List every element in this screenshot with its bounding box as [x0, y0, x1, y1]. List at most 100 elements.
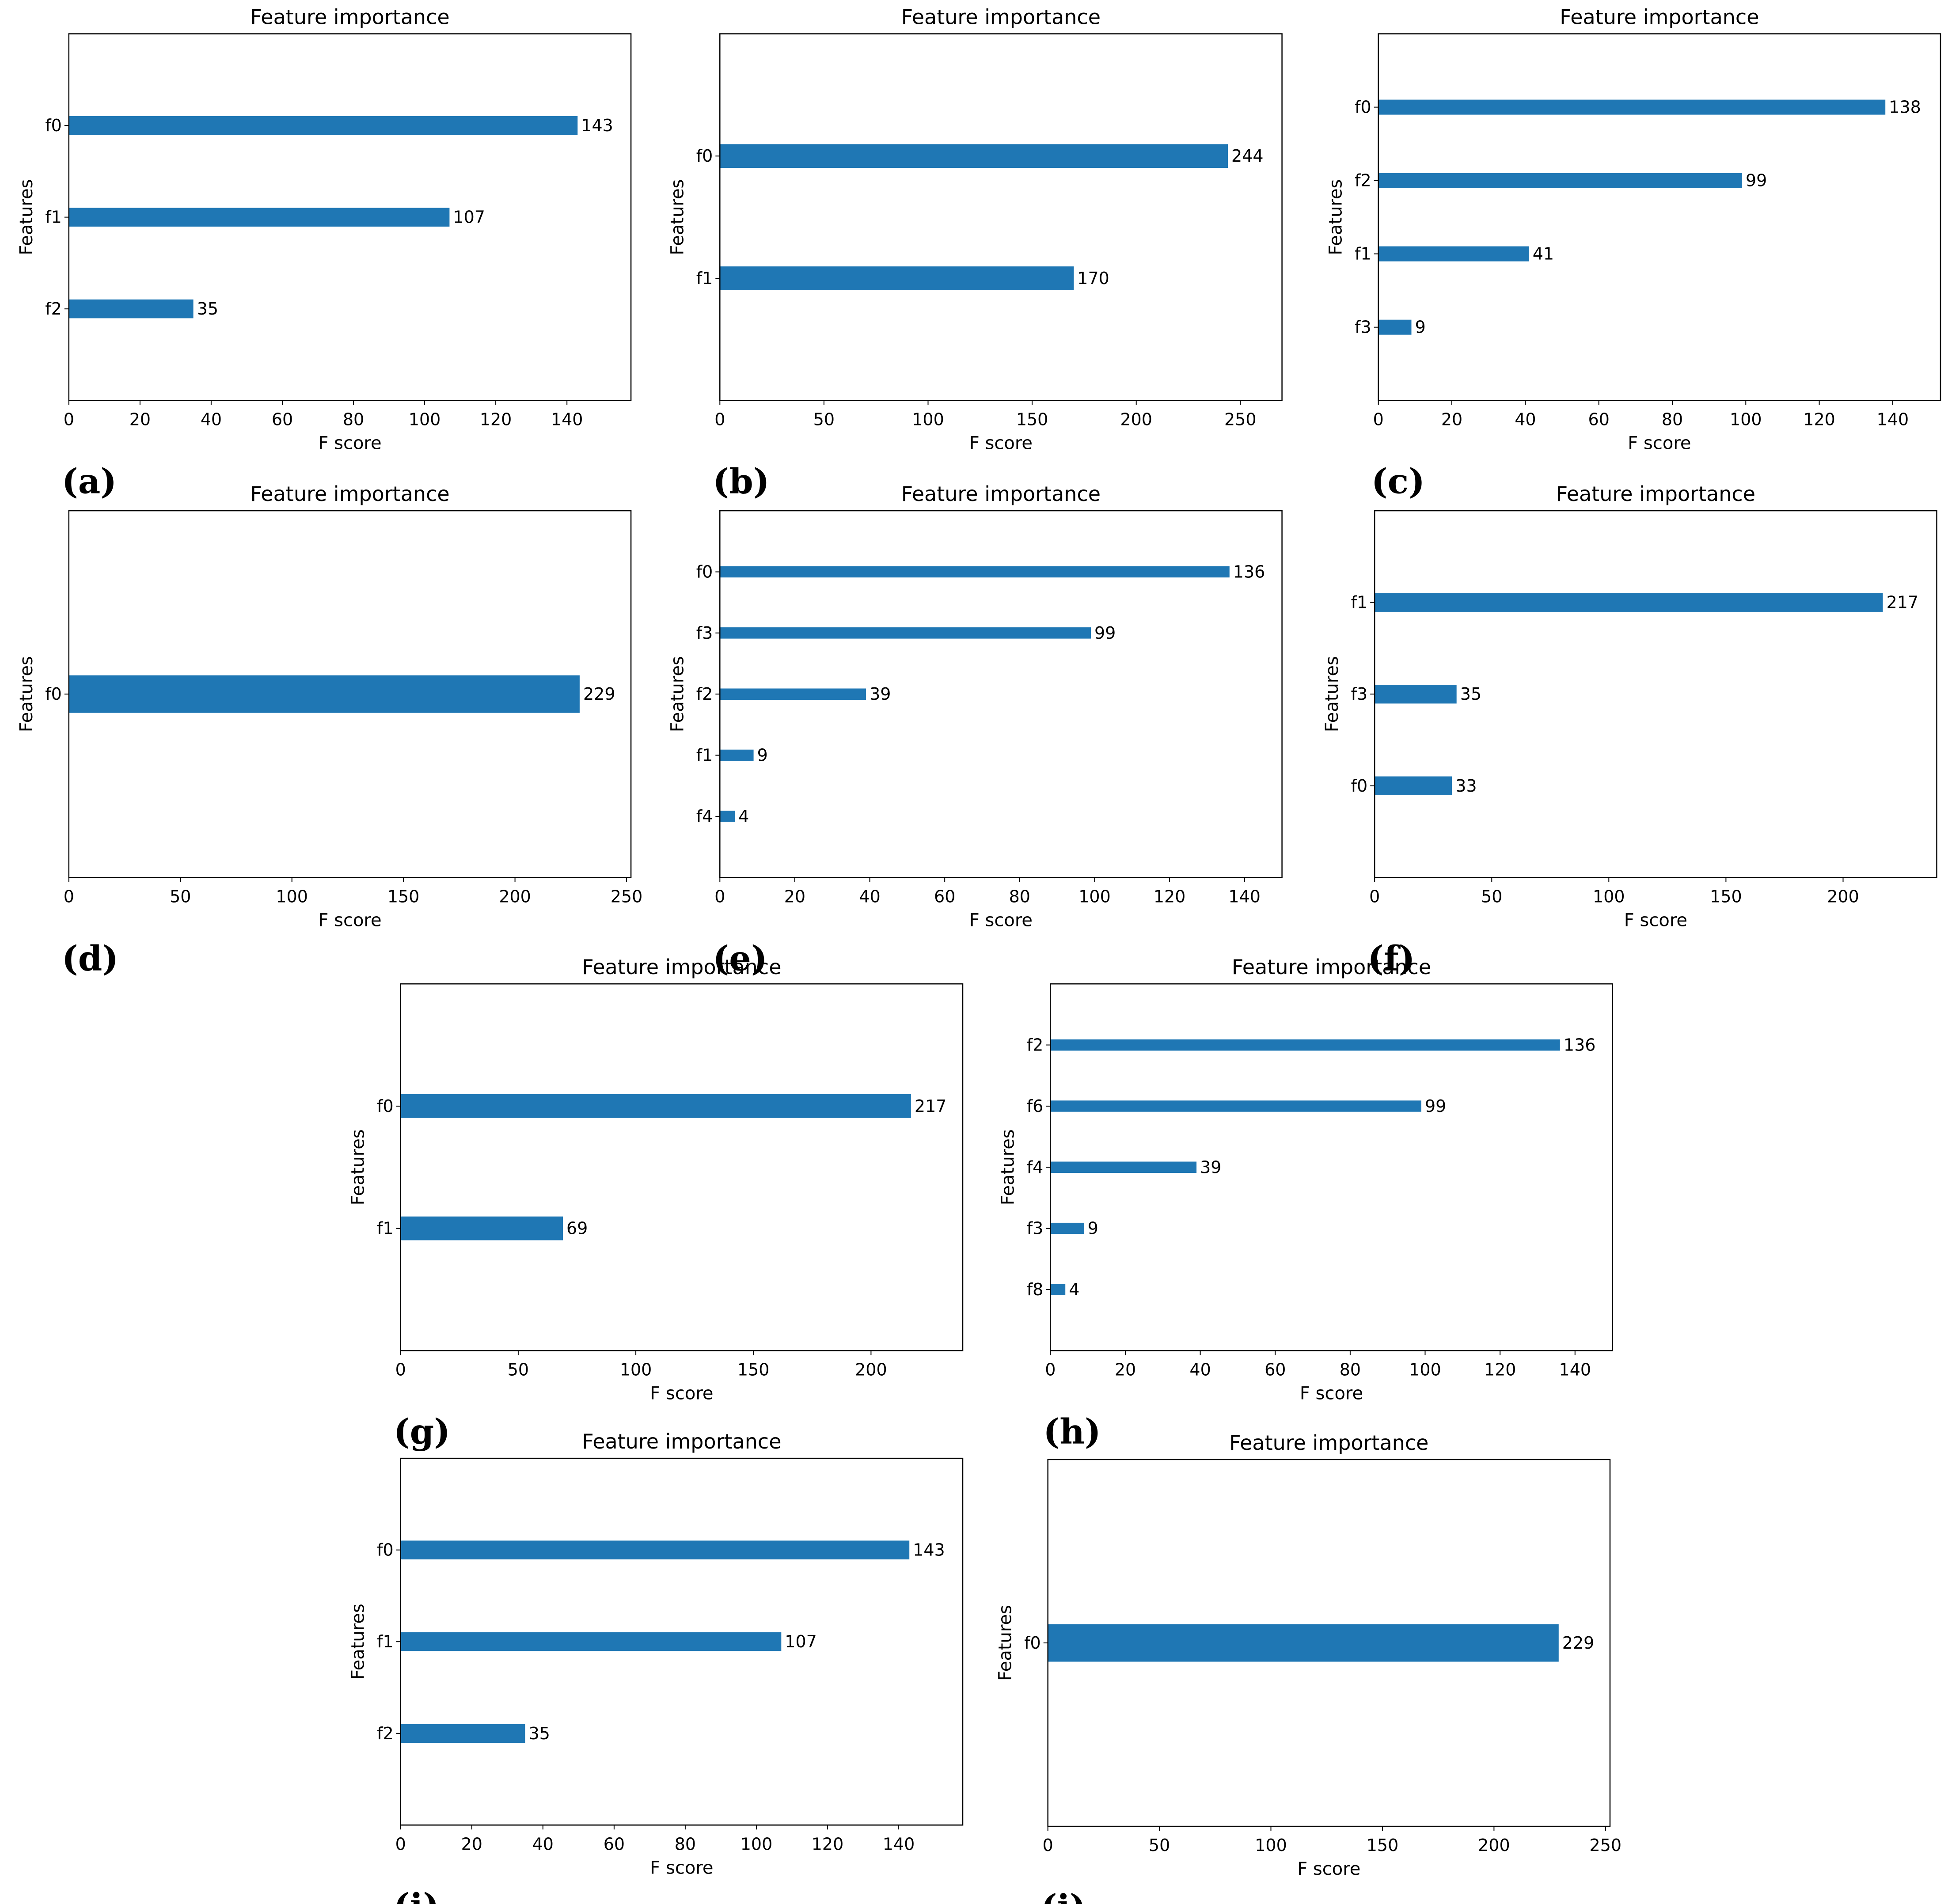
bar-value-label: 69 — [566, 1219, 588, 1238]
plot-frame — [68, 33, 632, 401]
x-tick-label: 20 — [1115, 1360, 1136, 1379]
y-tick-label: f0 — [696, 146, 713, 166]
panel-letter: (i) — [394, 1886, 439, 1904]
bar-value-label: 35 — [529, 1724, 550, 1743]
x-tick-label: 120 — [480, 410, 512, 429]
x-tick-label: 60 — [934, 887, 955, 906]
bar-f2 — [720, 688, 866, 700]
bar-value-label: 107 — [785, 1632, 817, 1651]
x-tick-label: 140 — [1877, 410, 1909, 429]
chart-title: Feature importance — [1232, 955, 1431, 979]
bar-f2 — [1050, 1039, 1560, 1051]
x-tick-label: 50 — [813, 410, 835, 429]
y-tick-label: f1 — [696, 269, 713, 288]
x-tick-label: 140 — [1228, 887, 1261, 906]
plot-frame — [1050, 983, 1613, 1351]
y-tick-label: f4 — [1027, 1157, 1044, 1177]
x-tick-label: 80 — [675, 1834, 696, 1854]
x-tick-label: 250 — [1590, 1836, 1622, 1855]
bar-f0 — [68, 675, 580, 713]
x-tick-label: 0 — [64, 887, 74, 906]
y-tick-label: f1 — [696, 746, 713, 765]
x-tick-label: 200 — [1478, 1836, 1510, 1855]
x-axis-label: F score — [318, 910, 381, 930]
y-tick-label: f6 — [1027, 1096, 1044, 1116]
y-tick-label: f2 — [696, 684, 713, 704]
bar-f1 — [720, 266, 1074, 290]
chart-panel-8: Feature importance 143 f0 107 f1 35 f2 0 20 40 60 8… — [348, 1430, 964, 1904]
bar-value-label: 138 — [1889, 98, 1921, 117]
bar-f0 — [1048, 1624, 1559, 1662]
bar-f4 — [1050, 1161, 1197, 1173]
bar-f3 — [720, 627, 1091, 639]
x-tick-label: 200 — [1120, 410, 1152, 429]
x-tick-label: 120 — [1154, 887, 1186, 906]
x-tick-label: 80 — [1340, 1360, 1361, 1379]
y-tick-label: f1 — [1355, 244, 1371, 264]
x-tick-label: 60 — [604, 1834, 625, 1854]
y-tick-label: f0 — [1024, 1633, 1041, 1653]
y-tick-label: f0 — [1351, 776, 1368, 796]
bar-f0 — [720, 566, 1230, 578]
bar-value-label: 136 — [1233, 562, 1265, 582]
y-tick-label: f1 — [1351, 593, 1368, 612]
bar-f0 — [400, 1540, 910, 1559]
chart-panel-6: Feature importance 217 f0 69 f1 0 50 100 150 200 F… — [348, 955, 964, 1452]
x-tick-label: 100 — [1078, 887, 1111, 906]
y-axis-label: Features — [1326, 179, 1346, 255]
bar-f2 — [400, 1724, 525, 1743]
x-tick-label: 20 — [784, 887, 805, 906]
chart-title: Feature importance — [1560, 5, 1759, 29]
bar-f0 — [400, 1094, 911, 1118]
plot-frame — [1047, 1459, 1611, 1827]
x-tick-label: 100 — [1409, 1360, 1441, 1379]
y-tick-label: f1 — [45, 208, 62, 227]
chart-title: Feature importance — [582, 955, 781, 979]
bar-value-label: 9 — [1415, 318, 1426, 337]
chart-panel-7: Feature importance 136 f2 99 f6 39 f4 9 f3 4 f8 0 20… — [998, 955, 1613, 1452]
x-tick-label: 120 — [1803, 410, 1835, 429]
x-tick-label: 40 — [201, 410, 222, 429]
y-axis-label: Features — [348, 1604, 368, 1680]
chart-panel-9: Feature importance 229 f0 0 50 100 150 200 250 F … — [995, 1431, 1621, 1904]
bar-value-label: 244 — [1231, 146, 1264, 166]
x-axis-label: F score — [1624, 910, 1687, 930]
x-axis-label: F score — [1628, 433, 1691, 454]
chart-title: Feature importance — [901, 482, 1101, 506]
y-tick-label: f2 — [45, 299, 62, 319]
plot-frame — [1378, 33, 1941, 401]
x-tick-label: 0 — [395, 1834, 406, 1854]
x-tick-label: 100 — [1255, 1836, 1287, 1855]
panel-letter: (d) — [62, 938, 118, 979]
y-tick-label: f3 — [696, 623, 713, 643]
x-tick-label: 40 — [859, 887, 880, 906]
y-tick-label: f0 — [377, 1540, 394, 1560]
y-tick-label: f2 — [1355, 171, 1371, 190]
y-axis-label: Features — [998, 1129, 1018, 1205]
y-tick-label: f1 — [377, 1632, 394, 1651]
bar-value-label: 107 — [453, 208, 485, 227]
panel-letter: (e) — [713, 938, 767, 979]
x-axis-label: F score — [969, 910, 1033, 930]
bar-f1 — [400, 1216, 563, 1240]
bar-value-label: 217 — [915, 1096, 947, 1116]
bar-value-label: 4 — [738, 807, 749, 826]
x-tick-label: 140 — [1559, 1360, 1591, 1379]
x-tick-label: 0 — [395, 1360, 406, 1379]
bar-f8 — [1050, 1284, 1066, 1295]
x-tick-label: 150 — [387, 887, 420, 906]
chart-panel-2: Feature importance 138 f0 99 f2 41 f1 9 f3 0 20 40 6… — [1326, 5, 1941, 502]
bar-value-label: 9 — [757, 746, 768, 765]
x-axis-label: F score — [650, 1383, 713, 1403]
x-axis-label: F score — [1300, 1383, 1363, 1403]
x-axis-label: F score — [1297, 1859, 1360, 1879]
x-tick-label: 80 — [1009, 887, 1030, 906]
bar-f3 — [1378, 319, 1412, 335]
x-tick-label: 120 — [812, 1834, 844, 1854]
y-axis-label: Features — [16, 179, 37, 255]
x-tick-label: 200 — [1827, 887, 1859, 906]
panel-letter: (b) — [713, 462, 769, 502]
bar-f1 — [720, 749, 754, 761]
x-tick-label: 40 — [532, 1834, 554, 1854]
chart-panel-3: Feature importance 229 f0 0 50 100 150 200 250 F … — [16, 482, 642, 979]
